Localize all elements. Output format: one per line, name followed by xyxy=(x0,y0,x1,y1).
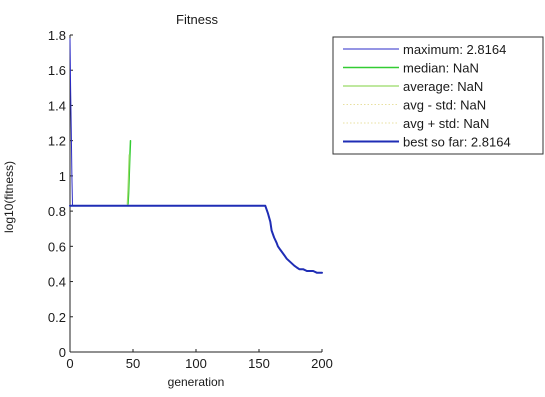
legend-box xyxy=(332,36,544,155)
x-tick-label: 0 xyxy=(66,356,73,371)
legend-entry: avg - std: NaN xyxy=(403,98,486,113)
y-tick-label: 1.2 xyxy=(48,134,66,149)
x-tick-label: 100 xyxy=(185,356,207,371)
series-line-1 xyxy=(127,139,132,205)
y-tick-label: 1 xyxy=(59,169,66,184)
y-tick-label: 0.6 xyxy=(48,239,66,254)
legend-entry: avg + std: NaN xyxy=(403,116,489,131)
series-line-2 xyxy=(126,154,130,205)
series-line-5 xyxy=(69,204,323,274)
legend-entry: average: NaN xyxy=(403,79,483,94)
legend-entry: maximum: 2.8164 xyxy=(403,42,506,57)
y-tick-label: 0 xyxy=(59,345,66,360)
y-tick-label: 0.8 xyxy=(48,204,66,219)
x-tick-label: 200 xyxy=(311,356,333,371)
y-axis-label: log10(fitness) xyxy=(2,161,16,233)
legend-entry: best so far: 2.8164 xyxy=(403,135,511,150)
x-tick-label: 150 xyxy=(248,356,270,371)
x-axis-label: generation xyxy=(168,375,225,389)
x-tick-label: 50 xyxy=(126,356,140,371)
legend-entry: median: NaN xyxy=(403,61,479,76)
y-tick-label: 0.4 xyxy=(48,275,66,290)
legend: maximum: 2.8164 median: NaN average: NaN av… xyxy=(332,36,544,155)
series-line-0 xyxy=(69,38,73,207)
chart-title: Fitness xyxy=(176,12,218,27)
y-tick-label: 0.2 xyxy=(48,310,66,325)
y-tick-label: 1.4 xyxy=(48,98,66,113)
y-tick-label: 1.6 xyxy=(48,63,66,78)
plot-area: 0 0.2 0.4 0.6 0.8 1 1.2 1.4 1.6 1.8 0 50 100 150 200 xyxy=(48,28,333,371)
y-tick-label: 1.8 xyxy=(48,28,66,43)
